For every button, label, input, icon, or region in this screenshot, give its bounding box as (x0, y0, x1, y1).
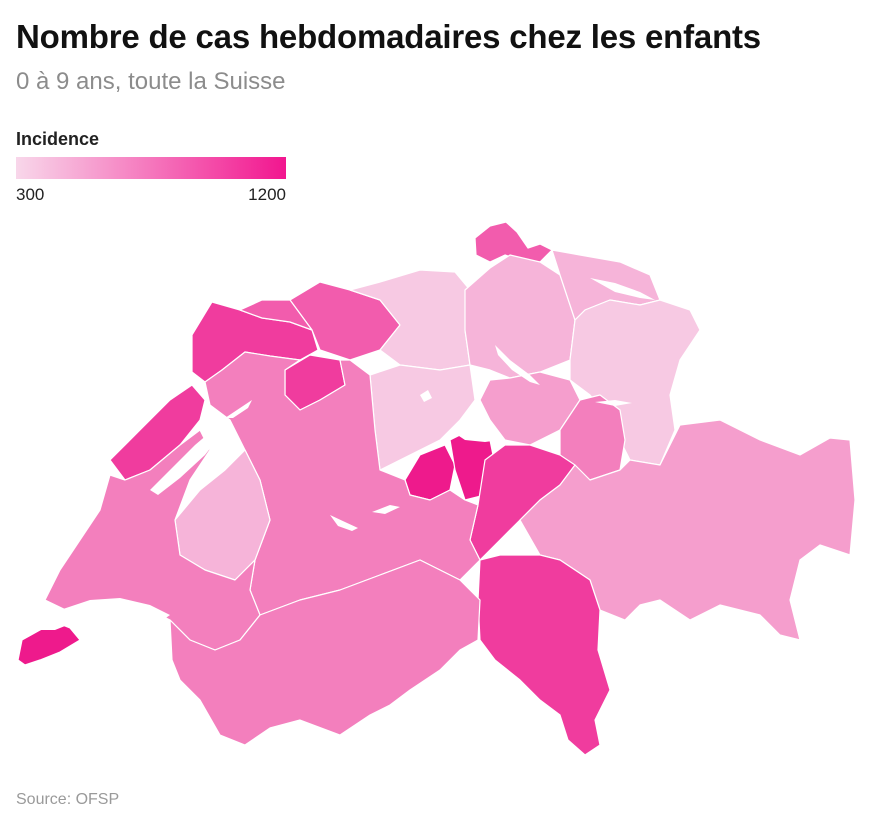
lake-zurich (495, 345, 540, 385)
region-zurich (464, 254, 576, 379)
lake-lucerne (450, 425, 500, 442)
legend-title: Incidence (16, 129, 100, 149)
legend-color-ramp (16, 157, 286, 179)
lake-sempach (420, 390, 432, 402)
region-st-gallen (569, 299, 701, 466)
lake-brienz (372, 505, 400, 514)
lake-thun (330, 515, 358, 531)
source-note: Source: OFSP (16, 791, 120, 808)
lake-constance (590, 278, 655, 300)
lake-biel (225, 400, 252, 418)
region-ticino (477, 554, 611, 756)
lake-geneva (40, 598, 170, 630)
lake-walensee (595, 400, 632, 406)
legend-min-label: 300 (16, 185, 45, 204)
region-graubuenden (519, 419, 856, 641)
region-valais (169, 559, 481, 746)
lake-neuchatel (150, 428, 222, 495)
region-geneva (17, 621, 81, 666)
switzerland-choropleth-map (17, 221, 856, 756)
chart-subtitle: 0 à 9 ans, toute la Suisse (16, 68, 286, 95)
chart-title: Nombre de cas hebdomadaires chez les enf… (16, 18, 761, 55)
region-basel-stadt (239, 299, 313, 331)
legend-max-label: 1200 (248, 185, 286, 204)
